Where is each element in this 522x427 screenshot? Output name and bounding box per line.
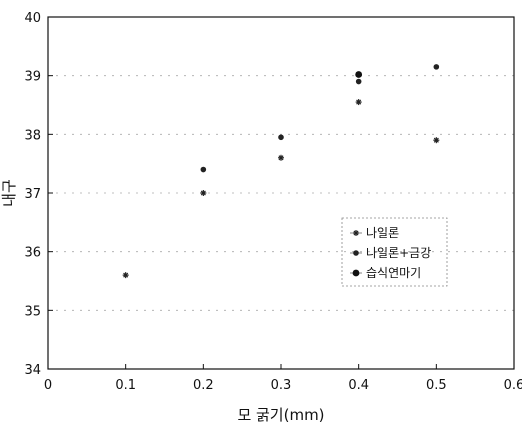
x-tick-label: 0.1 [115,378,136,393]
data-point [278,134,284,141]
y-tick-label: 39 [24,70,41,85]
legend-box [341,217,448,287]
data-points [122,64,440,279]
gridlines [48,75,514,311]
legend-marker [353,230,359,236]
x-axis-ticks: 0 0.1 0.2 0.3 0.4 0.5 0.6 [44,364,522,393]
data-point [200,190,207,196]
y-tick-label: 36 [24,246,41,261]
y-axis-title: 내구 [0,179,18,207]
legend-label: 나일론 [366,226,399,240]
y-axis-ticks: 34 35 36 37 38 39 40 [24,11,53,378]
data-point [355,71,363,78]
data-point [355,99,362,106]
x-tick-label: 0.2 [193,378,214,393]
x-tick-label: 0.4 [348,378,369,393]
y-tick-label: 38 [24,128,41,143]
y-tick-label: 40 [24,11,41,26]
data-point [433,137,440,144]
x-tick-label: 0 [44,378,52,393]
data-point [433,64,440,70]
x-tick-label: 0.3 [271,378,292,393]
legend-marker [353,250,359,256]
data-point [355,78,362,85]
x-tick-label: 0.5 [426,378,447,393]
data-point [122,272,129,279]
x-axis-title: 모 굵기(mm) [237,406,324,424]
legend-marker [352,269,360,277]
x-tick-label: 0.6 [504,378,522,393]
y-tick-label: 37 [24,187,41,202]
data-point [278,154,284,161]
y-tick-label: 35 [24,304,41,319]
data-point [200,166,207,173]
legend-label: 나일론+금강 [366,246,431,260]
y-tick-label: 34 [24,363,41,378]
legend-label: 습식연마기 [366,266,421,280]
